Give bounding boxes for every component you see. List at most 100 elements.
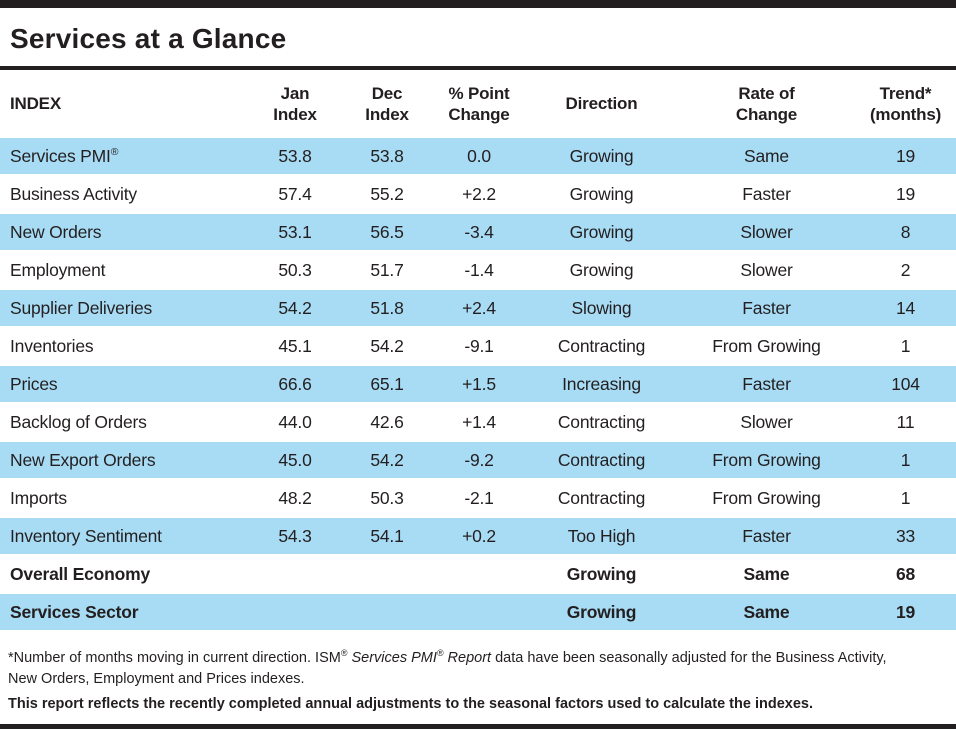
table-row: Business Activity 57.4 55.2 +2.2 Growing… bbox=[0, 176, 956, 212]
rate-of-change-cell: Same bbox=[743, 563, 790, 584]
index-name: Services PMI bbox=[10, 145, 111, 166]
trend-months-cell: 19 bbox=[855, 594, 956, 630]
point-change-cell: -1.4 bbox=[464, 259, 494, 280]
column-header-direction: Direction bbox=[565, 94, 638, 114]
rate-of-change-cell: Slower bbox=[740, 259, 793, 280]
index-name-cell: Inventories bbox=[0, 328, 249, 364]
trend-months-cell: 19 bbox=[855, 138, 956, 174]
table-row: Inventories 45.1 54.2 -9.1 Contracting F… bbox=[0, 328, 956, 364]
direction-cell: Growing bbox=[569, 183, 634, 204]
index-name-cell: Backlog of Orders bbox=[0, 404, 249, 440]
dec-index-cell: 54.1 bbox=[341, 518, 433, 554]
trend-months-cell: 33 bbox=[855, 518, 956, 554]
direction-cell: Increasing bbox=[525, 366, 678, 402]
jan-index-cell: 53.1 bbox=[249, 214, 341, 250]
column-header-trend-months: Trend* (months) bbox=[869, 83, 942, 124]
index-name-cell: Overall Economy bbox=[0, 556, 249, 592]
index-name: Services Sector bbox=[10, 601, 139, 622]
direction-cell: Contracting bbox=[525, 442, 678, 478]
table-row: Services Sector Growing Same 19 bbox=[0, 594, 956, 630]
column-header-rate-of-change: Rate of Change bbox=[735, 83, 798, 124]
point-change-cell: 0.0 bbox=[433, 138, 525, 174]
table-row: Backlog of Orders 44.0 42.6 +1.4 Contrac… bbox=[0, 404, 956, 440]
rate-of-change-cell: Faster bbox=[678, 518, 855, 554]
trend-months-cell: 14 bbox=[855, 290, 956, 326]
direction-cell: Growing bbox=[566, 563, 637, 584]
page-title: Services at a Glance bbox=[10, 23, 287, 54]
dec-index-cell: 51.8 bbox=[341, 290, 433, 326]
direction-cell: Too High bbox=[525, 518, 678, 554]
point-change-cell: +2.4 bbox=[433, 290, 525, 326]
table-row: Services PMI® 53.8 53.8 0.0 Growing Same… bbox=[0, 138, 956, 174]
header-row: INDEX Jan Index Dec Index % Point Change… bbox=[0, 72, 956, 136]
table-header: INDEX Jan Index Dec Index % Point Change… bbox=[0, 72, 956, 136]
trend-months-cell: 19 bbox=[895, 183, 916, 204]
direction-cell: Slowing bbox=[525, 290, 678, 326]
table-row: Imports 48.2 50.3 -2.1 Contracting From … bbox=[0, 480, 956, 516]
trend-months-cell: 68 bbox=[895, 563, 916, 584]
rate-of-change-cell: Faster bbox=[678, 366, 855, 402]
rate-of-change-cell: Same bbox=[678, 138, 855, 174]
dec-index-cell: 53.8 bbox=[341, 138, 433, 174]
index-name: Inventory Sentiment bbox=[10, 525, 162, 546]
table-row: Employment 50.3 51.7 -1.4 Growing Slower… bbox=[0, 252, 956, 288]
index-name-cell: Imports bbox=[0, 480, 249, 516]
index-name: Employment bbox=[10, 259, 106, 280]
table-row: New Export Orders 45.0 54.2 -9.2 Contrac… bbox=[0, 442, 956, 478]
footnote-part1: *Number of months moving in current dire… bbox=[8, 650, 341, 666]
jan-index-cell bbox=[249, 556, 341, 592]
registered-mark: ® bbox=[436, 648, 444, 659]
trend-months-cell: 1 bbox=[900, 487, 911, 508]
dec-index-cell bbox=[341, 556, 433, 592]
index-name: Business Activity bbox=[10, 183, 137, 204]
jan-index-cell: 45.1 bbox=[278, 335, 312, 356]
table-row: Supplier Deliveries 54.2 51.8 +2.4 Slowi… bbox=[0, 290, 956, 326]
index-name-cell: New Export Orders bbox=[0, 442, 249, 478]
index-name-cell: Inventory Sentiment bbox=[0, 518, 249, 554]
direction-cell: Growing bbox=[525, 594, 678, 630]
trend-months-cell: 8 bbox=[855, 214, 956, 250]
dec-index-cell: 50.3 bbox=[370, 487, 404, 508]
point-change-cell bbox=[433, 594, 525, 630]
jan-index-cell: 57.4 bbox=[278, 183, 312, 204]
point-change-cell: -9.1 bbox=[464, 335, 494, 356]
direction-cell: Growing bbox=[569, 259, 634, 280]
footnote-report-title-cont: Report bbox=[443, 650, 492, 666]
dec-index-cell: 42.6 bbox=[370, 411, 404, 432]
trend-months-cell: 1 bbox=[855, 442, 956, 478]
trend-months-cell: 11 bbox=[896, 411, 915, 432]
table-body: Services PMI® 53.8 53.8 0.0 Growing Same… bbox=[0, 138, 956, 630]
index-name: Inventories bbox=[10, 335, 94, 356]
column-header-index: INDEX bbox=[10, 94, 61, 114]
trend-months-cell: 1 bbox=[900, 335, 911, 356]
dec-index-cell: 54.2 bbox=[341, 442, 433, 478]
point-change-cell: -3.4 bbox=[433, 214, 525, 250]
direction-cell: Contracting bbox=[557, 411, 646, 432]
rate-of-change-cell: From Growing bbox=[712, 487, 821, 508]
index-name: New Orders bbox=[10, 221, 102, 242]
bottom-rule bbox=[0, 724, 956, 730]
table-row: Inventory Sentiment 54.3 54.1 +0.2 Too H… bbox=[0, 518, 956, 554]
index-name-cell: Business Activity bbox=[0, 176, 249, 212]
services-glance-table: INDEX Jan Index Dec Index % Point Change… bbox=[0, 70, 956, 632]
rate-of-change-cell: From Growing bbox=[712, 335, 821, 356]
rate-of-change-cell: Faster bbox=[678, 290, 855, 326]
table-row: Prices 66.6 65.1 +1.5 Increasing Faster … bbox=[0, 366, 956, 402]
direction-cell: Contracting bbox=[557, 487, 646, 508]
footnote-part2: data have been seasonally adjusted for t… bbox=[8, 650, 887, 688]
column-header-point-change: % Point Change bbox=[448, 83, 510, 124]
rate-of-change-cell: Slower bbox=[678, 214, 855, 250]
index-name: Supplier Deliveries bbox=[10, 297, 153, 318]
point-change-cell: -9.2 bbox=[433, 442, 525, 478]
trend-months-cell: 2 bbox=[900, 259, 911, 280]
point-change-cell bbox=[433, 556, 525, 592]
column-header-jan-index: Jan Index bbox=[273, 83, 317, 124]
jan-index-cell bbox=[249, 594, 341, 630]
footnote-asterisk-note: *Number of months moving in current dire… bbox=[8, 648, 946, 690]
table-row: Overall Economy Growing Same 68 bbox=[0, 556, 956, 592]
rate-of-change-cell: Same bbox=[678, 594, 855, 630]
index-name: Imports bbox=[10, 487, 67, 508]
index-name-cell: Employment bbox=[0, 252, 249, 288]
top-rule bbox=[0, 0, 956, 8]
